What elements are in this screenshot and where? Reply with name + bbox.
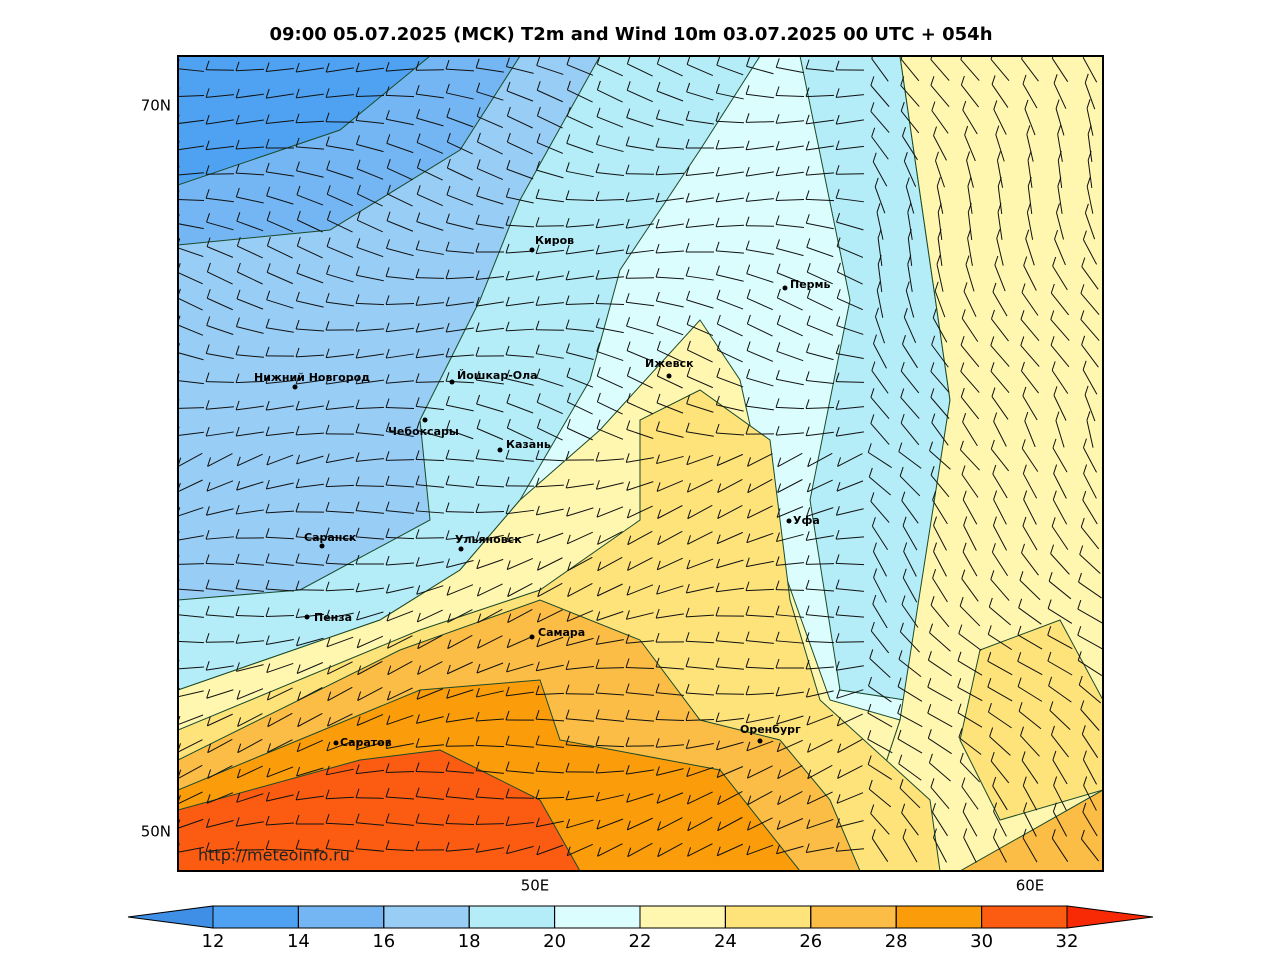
city-dot xyxy=(423,418,428,423)
lat-label: 70N xyxy=(141,97,171,115)
colorbar-box xyxy=(982,906,1067,928)
colorbar-extend-high xyxy=(1067,906,1153,928)
wind-barb xyxy=(416,538,444,539)
city-dot xyxy=(320,544,325,549)
city-dot xyxy=(450,380,455,385)
city-label: Пермь xyxy=(790,278,831,291)
colorbar-tick-label: 18 xyxy=(458,931,481,952)
city-label: Казань xyxy=(506,438,551,451)
wind-barb xyxy=(746,226,774,227)
colorbar-tick-label: 22 xyxy=(629,931,652,952)
wind-barb xyxy=(386,460,414,461)
city-label: Йошкар-Ола xyxy=(457,369,538,382)
wind-barb xyxy=(836,642,864,643)
city-dot xyxy=(758,739,763,744)
city-label: Саратов xyxy=(340,736,392,749)
city-dot xyxy=(530,248,535,253)
city-label: Уфа xyxy=(793,514,820,527)
city-dot xyxy=(667,374,672,379)
colorbar-box xyxy=(213,906,298,928)
lat-label: 50N xyxy=(141,823,171,841)
city-label: Саранск xyxy=(304,531,357,544)
watermark: http://meteoinfo.ru xyxy=(198,846,350,865)
city-label: Киров xyxy=(535,234,574,247)
colorbar-tick-label: 12 xyxy=(202,931,225,952)
wind-barb xyxy=(506,798,534,799)
colorbar-box xyxy=(896,906,981,928)
colorbar-tick-label: 20 xyxy=(543,931,566,952)
wind-barb xyxy=(626,174,654,175)
wind-barb xyxy=(326,122,354,123)
colorbar-box xyxy=(640,906,725,928)
city-dot xyxy=(783,286,788,291)
map-field xyxy=(176,49,1103,871)
city-dot xyxy=(459,547,464,552)
colorbar-tick-label: 24 xyxy=(714,931,737,952)
colorbar-tick-label: 16 xyxy=(372,931,395,952)
colorbar-box xyxy=(469,906,554,928)
city-dot xyxy=(305,615,310,620)
wind-barb xyxy=(416,278,444,279)
lon-label: 60E xyxy=(1016,877,1045,895)
city-dot xyxy=(787,519,792,524)
city-dot xyxy=(530,635,535,640)
wind-barb xyxy=(536,226,564,227)
wind-barb xyxy=(626,278,654,279)
colorbar-box xyxy=(811,906,896,928)
lon-label: 50E xyxy=(521,877,550,895)
city-label: Самара xyxy=(538,626,585,639)
colorbar-tick-label: 28 xyxy=(885,931,908,952)
city-label: Ульяновск xyxy=(455,533,522,546)
city-label: Оренбург xyxy=(740,723,801,736)
wind-barb xyxy=(206,174,234,175)
wind-barb xyxy=(746,122,774,123)
city-label: Пенза xyxy=(314,611,352,624)
colorbar-extend-low xyxy=(128,906,213,928)
colorbar-box xyxy=(555,906,640,928)
title: 09:00 05.07.2025 (MCK) T2m and Wind 10m … xyxy=(269,24,992,45)
wind-barb xyxy=(806,564,834,565)
colorbar-tick-label: 14 xyxy=(287,931,310,952)
city-label: Нижний Новгород xyxy=(254,371,370,384)
city-label: Ижевск xyxy=(645,357,694,370)
city-dot xyxy=(498,448,503,453)
colorbar: 12 14 16 18 20 22 24 26 28 30 32 xyxy=(128,906,1153,952)
colorbar-box xyxy=(384,906,469,928)
wind-barb xyxy=(566,694,594,695)
colorbar-tick-label: 32 xyxy=(1056,931,1079,952)
colorbar-box xyxy=(298,906,383,928)
colorbar-tick-label: 30 xyxy=(970,931,993,952)
city-label: Чебоксары xyxy=(388,425,459,438)
city-dot xyxy=(334,741,339,746)
wind-barb xyxy=(776,590,804,591)
colorbar-tick-label: 26 xyxy=(799,931,822,952)
city-dot xyxy=(293,385,298,390)
colorbar-box xyxy=(725,906,810,928)
wind-barb xyxy=(836,382,864,383)
